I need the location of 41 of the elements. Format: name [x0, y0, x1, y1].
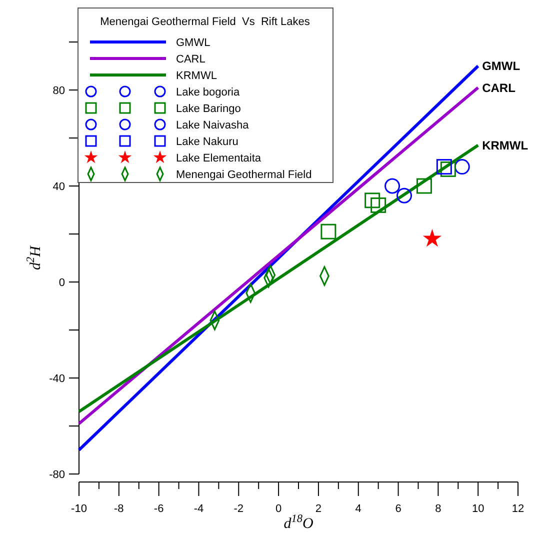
point: [416, 178, 432, 194]
y-tick-label: 80: [52, 84, 65, 97]
y-tick-label: -80: [49, 468, 65, 481]
point: [436, 159, 452, 175]
x-tick-label: -2: [234, 503, 244, 515]
point: [370, 197, 386, 213]
legend-label: Lake Naivasha: [176, 119, 250, 132]
y-tick-label: 0: [58, 276, 65, 289]
x-axis-title: d$^{18}$O: [284, 513, 314, 532]
x-tick-label: 6: [395, 503, 402, 515]
x-tick-label: 12: [512, 503, 524, 515]
series-label: CARL: [482, 80, 516, 95]
legend-label: Menengai Geothermal Field: [176, 168, 312, 181]
legend-label: Lake Baringo: [176, 102, 241, 115]
point: [396, 188, 412, 204]
x-tick-label: -6: [154, 503, 164, 515]
point: [320, 224, 336, 240]
x-tick-label: 8: [435, 503, 442, 515]
y-tick-label: 40: [52, 180, 65, 193]
x-tick-label: 2: [315, 503, 322, 515]
x-tick-label: -4: [194, 503, 204, 515]
legend-label: Lake Nakuru: [176, 136, 238, 148]
point: [364, 192, 380, 208]
x-tick-label: 4: [355, 503, 362, 515]
text: KRMWL: [176, 70, 217, 82]
legend-title: Menengai Geothermal Field Vs Rift Lakes: [100, 16, 310, 28]
x-tick-label: -8: [114, 503, 124, 515]
point: [454, 159, 470, 175]
legend-label: Lake Elementaita: [176, 152, 262, 164]
legend-label: Lake bogoria: [176, 86, 240, 98]
series-label: GMWL: [482, 59, 520, 74]
text: CARL: [176, 53, 206, 66]
x-tick-label: 0: [275, 503, 282, 515]
point: [384, 178, 400, 194]
x-tick-label: 10: [472, 503, 484, 515]
y-tick-label: -40: [49, 372, 65, 385]
x-tick-label: -10: [71, 503, 87, 515]
point: [422, 229, 442, 247]
text: GMWL: [176, 36, 210, 49]
series-label: KRMWL: [482, 138, 528, 152]
point: [440, 161, 456, 177]
